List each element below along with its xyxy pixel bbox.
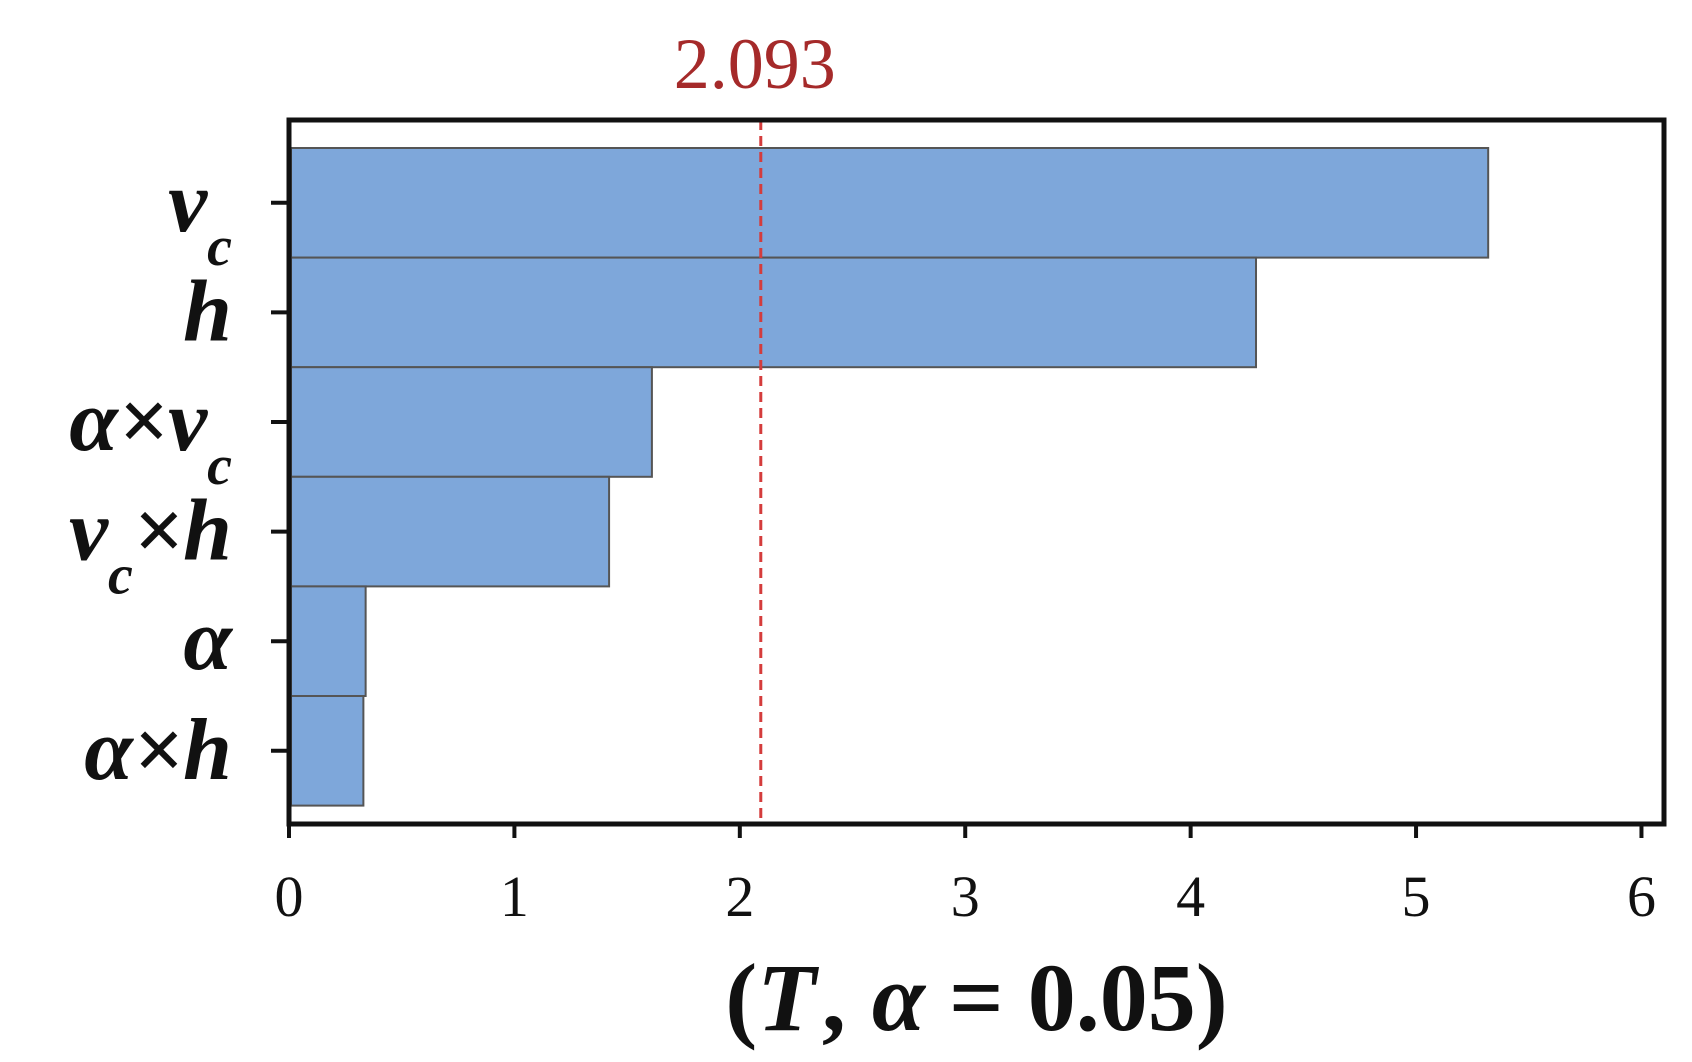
x-tick-label-5: 5 [1402,864,1431,929]
x-tick-label-6: 6 [1627,864,1656,929]
plot-frame [286,117,1667,827]
y-tick-label-2: α×vc [69,373,232,497]
bar-3 [290,475,611,588]
reference-line-label: 2.093 [674,24,836,104]
y-tick-label-5: α×h [84,702,232,799]
bar-5 [290,695,365,807]
x-tick-label-3: 3 [951,864,980,929]
y-tick-label-4: α [183,592,233,689]
bar-1 [290,256,1258,369]
bar-4 [290,585,367,698]
x-tick-label-1: 1 [500,864,529,929]
x-axis: 0 1 2 3 4 5 6 [275,824,1656,929]
reference-line-group: 2.093 [674,24,836,824]
y-tick-label-0: vc [168,154,232,278]
x-label-open: ( [725,944,757,1051]
y-tick-label-1: h [183,263,232,360]
bar-2 [290,366,653,478]
x-tick-label-2: 2 [725,864,754,929]
x-tick-label-0: 0 [275,864,304,929]
x-label-t: T [757,944,819,1051]
bar-0 [290,147,1490,259]
x-label-rest: = 0.05) [925,944,1228,1051]
x-axis-label: (T, α = 0.05) [725,944,1227,1051]
x-tick-label-4: 4 [1176,864,1205,929]
bars-group [290,147,1490,807]
y-tick-label-3: vc×h [69,483,232,607]
x-label-comma: , [822,944,846,1051]
x-label-alpha: α [872,944,927,1051]
